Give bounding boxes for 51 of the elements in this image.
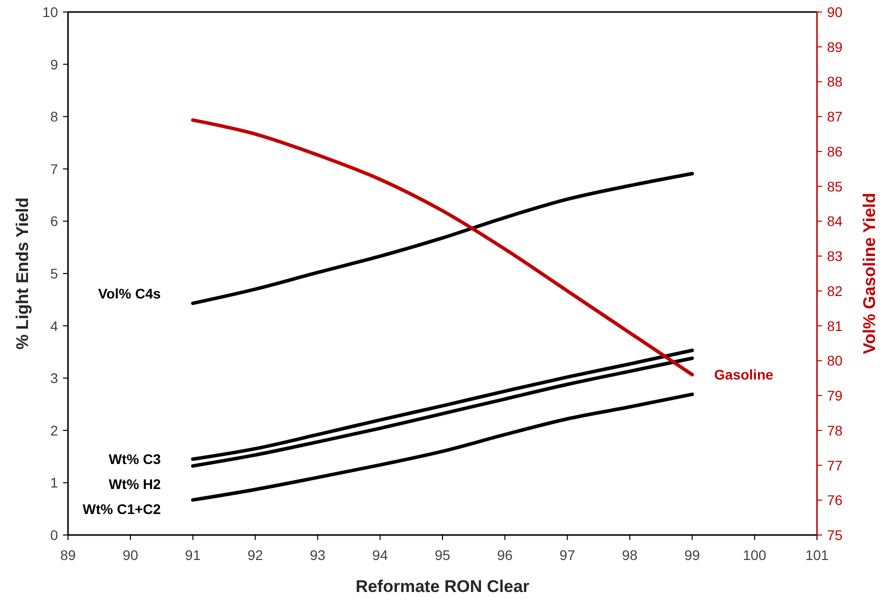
y2-tick-label: 86 xyxy=(827,143,843,160)
text: Wt% H2 xyxy=(108,476,162,492)
text: Wt% C1+C2 xyxy=(82,501,162,518)
y-axis-title: % Light Ends Yield xyxy=(13,197,32,350)
y2-tick-label: 78 xyxy=(827,422,843,438)
x-tick-label: 90 xyxy=(122,547,138,563)
y2-tick-label: 76 xyxy=(827,492,843,508)
y2-tick-label: 77 xyxy=(827,457,843,474)
y-tick-label: 5 xyxy=(50,266,58,282)
y2-tick-label: 82 xyxy=(827,282,843,299)
x-tick-label: 95 xyxy=(434,547,450,563)
y2-tick-label: 85 xyxy=(827,178,843,194)
y2-tick-label: 90 xyxy=(827,4,843,20)
x-tick-label: 89 xyxy=(60,547,76,563)
y2-tick-label: 79 xyxy=(827,388,843,404)
y-tick-label: 4 xyxy=(50,318,58,334)
series-label: Gasoline xyxy=(714,366,774,383)
x-tick-label: 101 xyxy=(805,547,829,563)
y-tick-label: 6 xyxy=(50,213,58,230)
y2-tick-label: 87 xyxy=(827,108,843,125)
x-tick-label: 98 xyxy=(622,547,638,563)
x-tick-label: 94 xyxy=(372,547,388,563)
text: Wt% C3 xyxy=(108,451,162,468)
text: Vol% C4s xyxy=(98,285,162,302)
y-tick-label: 1 xyxy=(50,474,58,491)
y-tick-label: 2 xyxy=(50,422,58,438)
x-tick-label: 97 xyxy=(560,547,576,563)
line-series xyxy=(191,118,694,376)
y2-tick-label: 75 xyxy=(827,527,843,543)
y2-tick-label: 89 xyxy=(827,38,843,55)
y-tick-label: 7 xyxy=(50,160,58,177)
line-series xyxy=(191,172,694,306)
y2-tick-label: 81 xyxy=(827,318,843,334)
y2-tick-label: 83 xyxy=(827,248,843,264)
y-tick-label: 9 xyxy=(50,56,58,72)
x-axis-title: Reformate RON Clear xyxy=(356,577,530,596)
y-tick-label: 10 xyxy=(42,4,58,20)
y2-tick-label: 88 xyxy=(827,74,843,90)
y2-axis-title: Vol% Gasoline Yield xyxy=(860,192,879,354)
y-tick-label: 0 xyxy=(50,527,58,543)
y-tick-label: 8 xyxy=(50,108,58,125)
x-tick-label: 96 xyxy=(497,547,513,563)
line-series xyxy=(191,392,694,502)
x-tick-label: 99 xyxy=(684,547,700,563)
x-tick-label: 93 xyxy=(310,547,326,563)
x-tick-label: 100 xyxy=(742,547,766,563)
x-tick-label: 91 xyxy=(185,547,201,563)
y-tick-label: 3 xyxy=(50,370,58,386)
x-tick-label: 92 xyxy=(247,547,264,563)
y2-tick-label: 80 xyxy=(827,352,843,369)
y2-tick-label: 84 xyxy=(827,213,843,230)
